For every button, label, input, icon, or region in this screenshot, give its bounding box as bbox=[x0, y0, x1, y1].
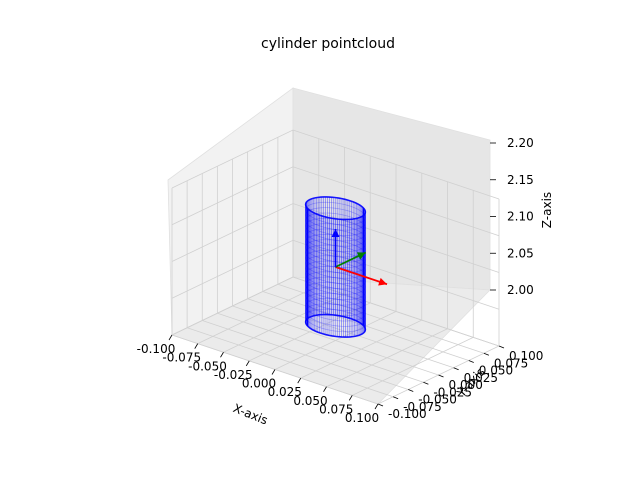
z-tick-label: 2.20 bbox=[507, 136, 534, 150]
y-tick-label: -0.100 bbox=[388, 407, 427, 421]
grid-lines bbox=[171, 129, 500, 405]
y-tick bbox=[377, 403, 384, 407]
y-tick bbox=[498, 345, 505, 349]
y-tick-label: 0.100 bbox=[509, 349, 543, 363]
y-tick bbox=[468, 360, 474, 363]
y-tick bbox=[423, 381, 429, 385]
y-tick-label: 0.050 bbox=[479, 364, 513, 378]
z-tick-label: 2.00 bbox=[507, 283, 534, 297]
y-axis-ticks: -0.100-0.075-0.050-0.0250.0000.0250.0500… bbox=[377, 345, 543, 421]
y-tick bbox=[453, 367, 459, 371]
x-tick bbox=[194, 343, 199, 349]
cloud-ring bbox=[304, 313, 367, 338]
cloud-ring bbox=[305, 249, 366, 274]
y-tick-label: 0.025 bbox=[464, 371, 498, 385]
y-tick-label: 0.000 bbox=[449, 378, 483, 392]
z-tick-label: 2.10 bbox=[507, 210, 534, 224]
cloud-ring bbox=[305, 271, 366, 295]
x-tick-label: -0.025 bbox=[214, 368, 253, 382]
chart-title: cylinder pointcloud bbox=[261, 36, 395, 52]
grid-line-z bbox=[171, 239, 500, 310]
frame-z-arrow-head bbox=[331, 229, 340, 237]
y-tick-label: -0.050 bbox=[418, 393, 457, 407]
x-tick bbox=[220, 352, 224, 358]
grid-line-z bbox=[171, 129, 500, 200]
x-tick-label: 0.100 bbox=[345, 411, 379, 425]
frame-x-arrow-head bbox=[378, 277, 387, 286]
cloud-ring bbox=[305, 276, 366, 301]
cloud-ring bbox=[305, 303, 366, 327]
x-tick-label: -0.050 bbox=[188, 359, 227, 373]
cloud-ring bbox=[305, 287, 366, 311]
x-tick-label: -0.075 bbox=[162, 351, 201, 365]
frame-x-arrow bbox=[335, 266, 388, 286]
cloud-ring bbox=[305, 282, 366, 306]
cloud-ring bbox=[305, 201, 366, 226]
x-tick bbox=[374, 403, 379, 410]
grid-line-z bbox=[171, 203, 500, 273]
coordinate-frame-arrows bbox=[331, 229, 388, 286]
y-tick-label: -0.075 bbox=[403, 400, 442, 414]
y-tick-label: -0.025 bbox=[433, 385, 472, 399]
z-tick-label: 2.15 bbox=[507, 173, 534, 187]
y-tick bbox=[438, 374, 444, 378]
x-tick bbox=[245, 360, 250, 367]
x-tick-label: 0.075 bbox=[319, 402, 353, 416]
cloud-ring bbox=[305, 260, 366, 285]
frame-y-arrow-head bbox=[356, 252, 366, 260]
x-tick-label: -0.100 bbox=[137, 342, 176, 356]
y-tick bbox=[483, 352, 490, 356]
cloud-ring bbox=[305, 308, 366, 333]
x-tick bbox=[348, 395, 353, 401]
cloud-ring bbox=[305, 255, 366, 279]
grid-line-z bbox=[171, 276, 500, 347]
x-tick bbox=[168, 334, 173, 341]
z-axis-ticks: 2.00 2.05 2.10 2.15 2.20 bbox=[490, 136, 534, 297]
x-axis-label: X-axis bbox=[231, 401, 270, 427]
x-tick bbox=[323, 386, 327, 392]
cloud-ring bbox=[305, 298, 366, 322]
z-tick-label: 2.05 bbox=[507, 246, 534, 260]
x-tick-label: 0.000 bbox=[242, 377, 276, 391]
z-axis-label: Z-axis bbox=[540, 192, 554, 228]
x-axis-ticks: -0.100-0.075-0.050-0.0250.0000.0250.0500… bbox=[137, 334, 379, 425]
x-tick bbox=[297, 377, 302, 384]
grid-line-z bbox=[171, 166, 500, 237]
y-tick-label: 0.075 bbox=[494, 356, 528, 370]
y-tick bbox=[408, 389, 414, 392]
cloud-ring bbox=[304, 196, 367, 221]
x-tick-label: 0.025 bbox=[268, 385, 302, 399]
y-tick bbox=[392, 396, 399, 400]
pane-faces bbox=[167, 87, 491, 405]
x-tick-label: 0.050 bbox=[293, 394, 327, 408]
cloud-ring bbox=[305, 292, 366, 317]
x-tick bbox=[271, 369, 276, 375]
